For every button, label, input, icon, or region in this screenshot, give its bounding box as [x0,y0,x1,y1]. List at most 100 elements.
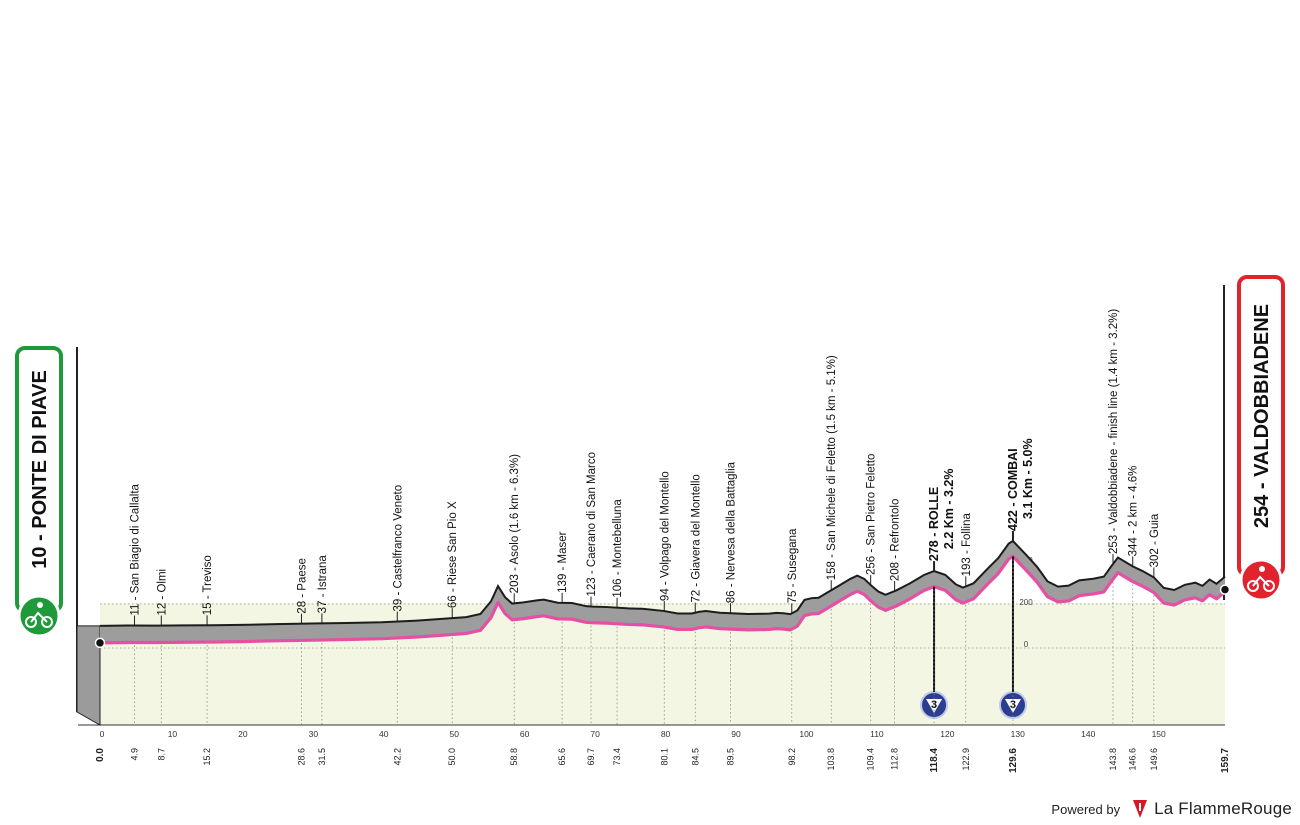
x-tick-label: 80 [661,729,671,739]
kom-category-label: 3 [931,699,937,711]
x-tick-label: 60 [520,729,530,739]
km-marker-label: 80.1 [659,748,669,766]
km-marker-label: 4.9 [130,748,140,761]
chart-axes: 0200400010203040506070809010011012013014… [76,285,1225,739]
place-label: 28 - Paese [296,558,308,614]
x-tick-label: 40 [379,729,389,739]
finish-frame-icon [1252,575,1270,587]
km-marker-label: 118.4 [929,748,940,773]
elevation-profile [76,539,1231,726]
km-marker-labels: 0.0 4.9 8.7 15.2 28.6 31.5 42.2 50.0 58.8 65.6 69.… [95,559,1231,773]
footer-branding: Powered by La FlammeRouge [1051,799,1292,819]
start-finish-flags: 10 - PONTE DI PIAVE 254 - VALDOBBIADENE [15,275,1285,638]
km-marker-label: 84.5 [690,748,700,766]
place-label: 72 - Giavera del Montello [690,474,702,602]
km-marker-label: 159.7 [1220,748,1231,773]
start-cyclist-icon [17,594,61,638]
x-tick-label: 0 [100,729,105,739]
km-marker-label: 31.5 [317,748,327,766]
elevation-ridge-line [99,539,1226,627]
finish-flag-label: 254 - VALDOBBIADENE [1251,304,1273,528]
place-label: 344 - 2 km - 4.6% [1128,466,1140,557]
flamme-rouge-logo-icon [1133,800,1148,818]
powered-by-text: Powered by [1051,801,1121,817]
km-marker-label: 129.6 [1008,748,1019,773]
place-label: 11 - San Biagio di Callalta [130,483,142,615]
x-tick-label: 100 [799,729,813,739]
start-wheel-icon [41,616,53,628]
finish-wheel-icon [1263,580,1275,592]
place-label: 75 - Susegana [787,528,799,603]
start-wheel-icon [25,616,37,628]
start-frame-icon [30,611,48,623]
place-label: 15 - Treviso [202,555,214,615]
place-label: 422 - COMBAI [1006,448,1020,531]
start-dot [94,637,106,649]
km-marker-label: 28.6 [296,748,306,766]
place-label: 94 - Volpago del Montello [659,471,671,601]
finish-dot [1219,584,1231,595]
km-marker-label: 143.8 [1108,748,1118,771]
km-marker-label: 69.7 [586,748,596,766]
km-marker-label: 112.8 [890,748,900,770]
x-tick-label: 30 [309,729,319,739]
y-tick-label: 0 [1024,640,1029,649]
km-marker-label: 89.5 [725,748,735,766]
km-marker-label: 103.8 [826,748,836,771]
kom-triangle-icon [1004,699,1021,713]
km-marker-label: 109.4 [866,748,876,771]
km-marker-label: 98.2 [787,748,797,766]
place-label: 158 - San Michele di Feletto (1.5 km - 5… [826,355,838,580]
x-tick-label: 10 [168,729,178,739]
place-label: 39 - Castelfranco Veneto [392,485,404,612]
km-marker-label: 73.4 [612,748,622,766]
start-rider-head-icon [37,602,43,608]
place-label: 12 - Olmi [156,569,168,616]
km-marker-label: 149.6 [1149,748,1159,771]
place-label: 123 - Caerano di San Marco [586,452,598,596]
place-label: 208 - Refrontolo [890,499,902,581]
place-label: 66 - Riese San Pio X [447,501,459,608]
y-tick-label: 200 [1019,598,1033,607]
profile-side-face [76,625,101,726]
finish-rider-head-icon [1259,566,1265,572]
place-label: 106 - Montebelluna [612,499,624,598]
km-marker-label: 122.9 [961,748,971,771]
place-label: 139 - Maser [557,531,569,593]
finish-cyclist-icon [1239,558,1283,602]
elevation-surface [100,541,1225,643]
finish-flag: 254 - VALDOBBIADENE [1237,275,1285,602]
x-tick-label: 50 [449,729,459,739]
place-label: 86 - Nervesa della Battaglia [725,461,737,603]
km-marker-label: 0.0 [95,748,106,762]
km-marker-label: 65.6 [557,748,567,766]
place-label: 37 - Istrana [317,555,329,614]
km-marker-label: 42.2 [392,748,402,766]
x-tick-label: 70 [590,729,600,739]
place-labels: 11 - San Biagio di Callalta 12 - Olmi 15 -… [130,309,1161,719]
x-tick-label: 150 [1152,729,1166,739]
start-flag: 10 - PONTE DI PIAVE [15,346,63,638]
place-label: 253 - Valdobbiadene - finish line (1.4 k… [1108,309,1120,554]
climb-detail-label: 2.2 Km - 3.2% [942,469,956,550]
x-tick-label: 20 [238,729,248,739]
km-marker-label: 146.6 [1128,748,1138,771]
km-marker-label: 50.0 [447,748,457,766]
x-tick-label: 110 [870,729,884,739]
route-line [99,554,1227,645]
x-tick-label: 140 [1081,729,1095,739]
place-label: 278 - ROLLE [927,487,941,561]
climb-detail-label: 3.1 Km - 5.0% [1021,438,1035,519]
km-marker-label: 8.7 [156,748,166,761]
start-flag-label: 10 - PONTE DI PIAVE [29,370,51,569]
x-tick-label: 130 [1011,729,1025,739]
x-tick-label: 120 [940,729,954,739]
place-label: 203 - Asolo (1.6 km - 6.3%) [509,454,521,594]
brand-name: La FlammeRouge [1154,799,1292,818]
place-label: 256 - San Pietro Feletto [866,454,878,575]
finish-wheel-icon [1247,580,1259,592]
kom-category-label: 3 [1010,699,1016,711]
place-label: 302 - Guia [1149,513,1161,567]
x-tick-label: 90 [731,729,741,739]
